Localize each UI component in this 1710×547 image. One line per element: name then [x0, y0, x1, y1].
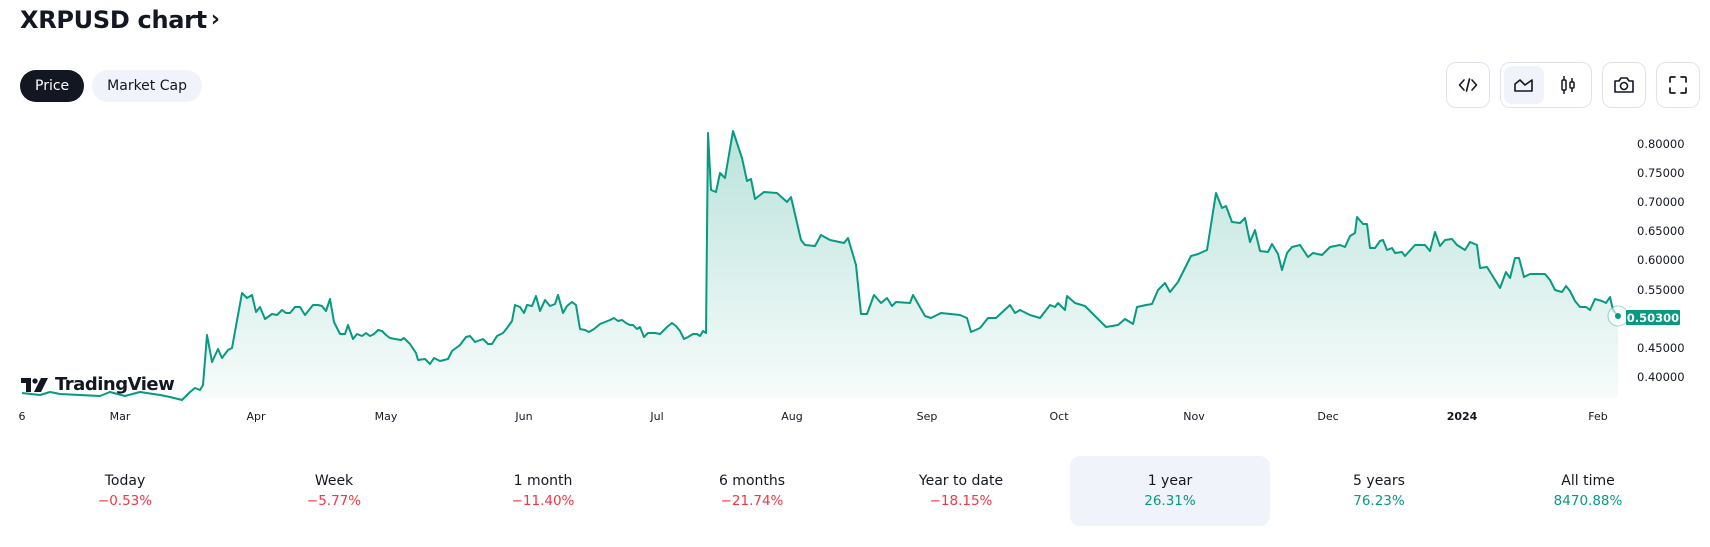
- period-change: −18.15%: [929, 493, 993, 509]
- area-chart-icon: [1514, 79, 1533, 92]
- x-tick-year: 2024: [1446, 410, 1478, 423]
- last-price-dot: [1615, 313, 1621, 319]
- x-tick: Sep: [916, 410, 938, 423]
- chevron-right-icon: ›: [210, 6, 220, 32]
- x-tick: Dec: [1317, 410, 1339, 423]
- x-tick: Oct: [1049, 410, 1069, 423]
- chart-toolbar: [1446, 62, 1700, 108]
- watermark-text: TradingView: [55, 374, 175, 395]
- y-tick: 0.60000: [1637, 253, 1685, 267]
- y-tick: 0.80000: [1637, 137, 1685, 151]
- area-chart-button[interactable]: [1504, 66, 1544, 104]
- period-change: 76.23%: [1353, 493, 1405, 509]
- y-tick: 0.65000: [1637, 224, 1685, 238]
- period-label: 1 year: [1147, 473, 1193, 489]
- period-label: Year to date: [918, 473, 1004, 489]
- x-tick: Aug: [781, 410, 803, 423]
- tab-market-cap[interactable]: Market Cap: [92, 70, 202, 102]
- period-label: Today: [104, 473, 146, 489]
- x-tick: Mar: [109, 410, 131, 423]
- period-label: All time: [1561, 473, 1615, 489]
- current-price-label: 0.50300: [1626, 310, 1680, 325]
- embed-button[interactable]: [1446, 62, 1490, 108]
- snapshot-button[interactable]: [1602, 62, 1646, 108]
- period-label: Week: [314, 473, 354, 489]
- candlestick-chart-icon: [1561, 76, 1575, 94]
- period-change: −21.74%: [720, 493, 784, 509]
- candlestick-chart-button[interactable]: [1548, 66, 1588, 104]
- period-all-time[interactable]: All time 8470.88%: [1488, 456, 1688, 526]
- tradingview-logo[interactable]: TradingView: [21, 374, 175, 395]
- period-label: 6 months: [718, 473, 786, 489]
- y-tick: 0.40000: [1637, 370, 1685, 384]
- camera-icon: [1614, 77, 1634, 93]
- x-tick: Nov: [1183, 410, 1205, 423]
- tab-price[interactable]: Price: [20, 70, 85, 102]
- period-change: 26.31%: [1144, 493, 1196, 509]
- x-tick: Feb: [1588, 410, 1608, 423]
- period-week[interactable]: Week −5.77%: [234, 456, 434, 526]
- x-tick: 6: [18, 410, 26, 423]
- fullscreen-button[interactable]: [1656, 62, 1700, 108]
- y-tick: 0.55000: [1637, 283, 1685, 297]
- chart-title-link[interactable]: XRPUSD chart ›: [20, 6, 220, 34]
- period-change: 8470.88%: [1553, 493, 1623, 509]
- x-tick: Jun: [515, 410, 533, 423]
- price-area-fill: [22, 131, 1618, 400]
- y-tick: 0.45000: [1637, 341, 1685, 355]
- y-tick: 0.70000: [1637, 195, 1685, 209]
- period-change: −5.77%: [306, 493, 362, 509]
- chart-type-tabs: Price Market Cap: [20, 70, 202, 102]
- period-label: 5 years: [1353, 473, 1405, 489]
- fullscreen-icon: [1669, 76, 1687, 94]
- page-title: XRPUSD chart: [20, 6, 207, 34]
- chart-style-toggle: [1500, 62, 1592, 108]
- x-tick: Apr: [246, 410, 266, 423]
- period-5-years[interactable]: 5 years 76.23%: [1279, 456, 1479, 526]
- period-1-year[interactable]: 1 year 26.31%: [1070, 456, 1270, 526]
- period-label: 1 month: [513, 473, 573, 489]
- period-year-to-date[interactable]: Year to date −18.15%: [861, 456, 1061, 526]
- x-tick: Jul: [650, 410, 664, 423]
- tradingview-mark-icon: [21, 377, 48, 392]
- embed-code-icon: [1458, 78, 1478, 92]
- y-tick: 0.75000: [1637, 166, 1685, 180]
- period-change: −11.40%: [511, 493, 575, 509]
- period-today[interactable]: Today −0.53%: [25, 456, 225, 526]
- period-6-months[interactable]: 6 months −21.74%: [652, 456, 852, 526]
- price-area-chart[interactable]: [0, 0, 1710, 420]
- period-change: −0.53%: [97, 493, 153, 509]
- performance-periods: Today −0.53% Week −5.77% 1 month −11.40%…: [0, 456, 1710, 528]
- period-1-month[interactable]: 1 month −11.40%: [443, 456, 643, 526]
- x-tick: May: [374, 410, 398, 423]
- price-line: [21, 130, 1619, 401]
